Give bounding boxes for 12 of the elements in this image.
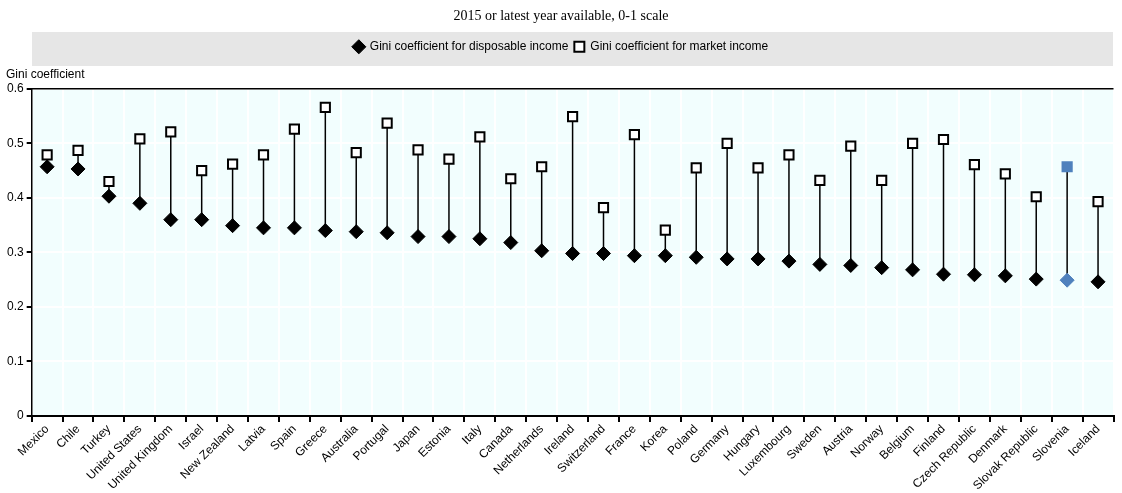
y-axis-title: Gini coefficient xyxy=(6,67,86,82)
y-tick-label: 0.1 xyxy=(6,353,24,368)
x-tick-label: Italy xyxy=(458,421,485,448)
y-tick-label: 0 xyxy=(16,408,24,423)
legend-label: Gini coefficient for disposable income xyxy=(369,39,569,54)
y-tick-label: 0.4 xyxy=(6,190,24,205)
y-tick-label: 0.5 xyxy=(6,135,24,150)
y-tick-label: 0.3 xyxy=(6,244,24,259)
legend-label: Gini coefficient for market income xyxy=(590,39,769,54)
y-tick-label: 0.6 xyxy=(6,81,24,96)
y-tick-label: 0.2 xyxy=(6,299,24,314)
chart-title: 2015 or latest year available, 0-1 scale xyxy=(453,8,669,24)
